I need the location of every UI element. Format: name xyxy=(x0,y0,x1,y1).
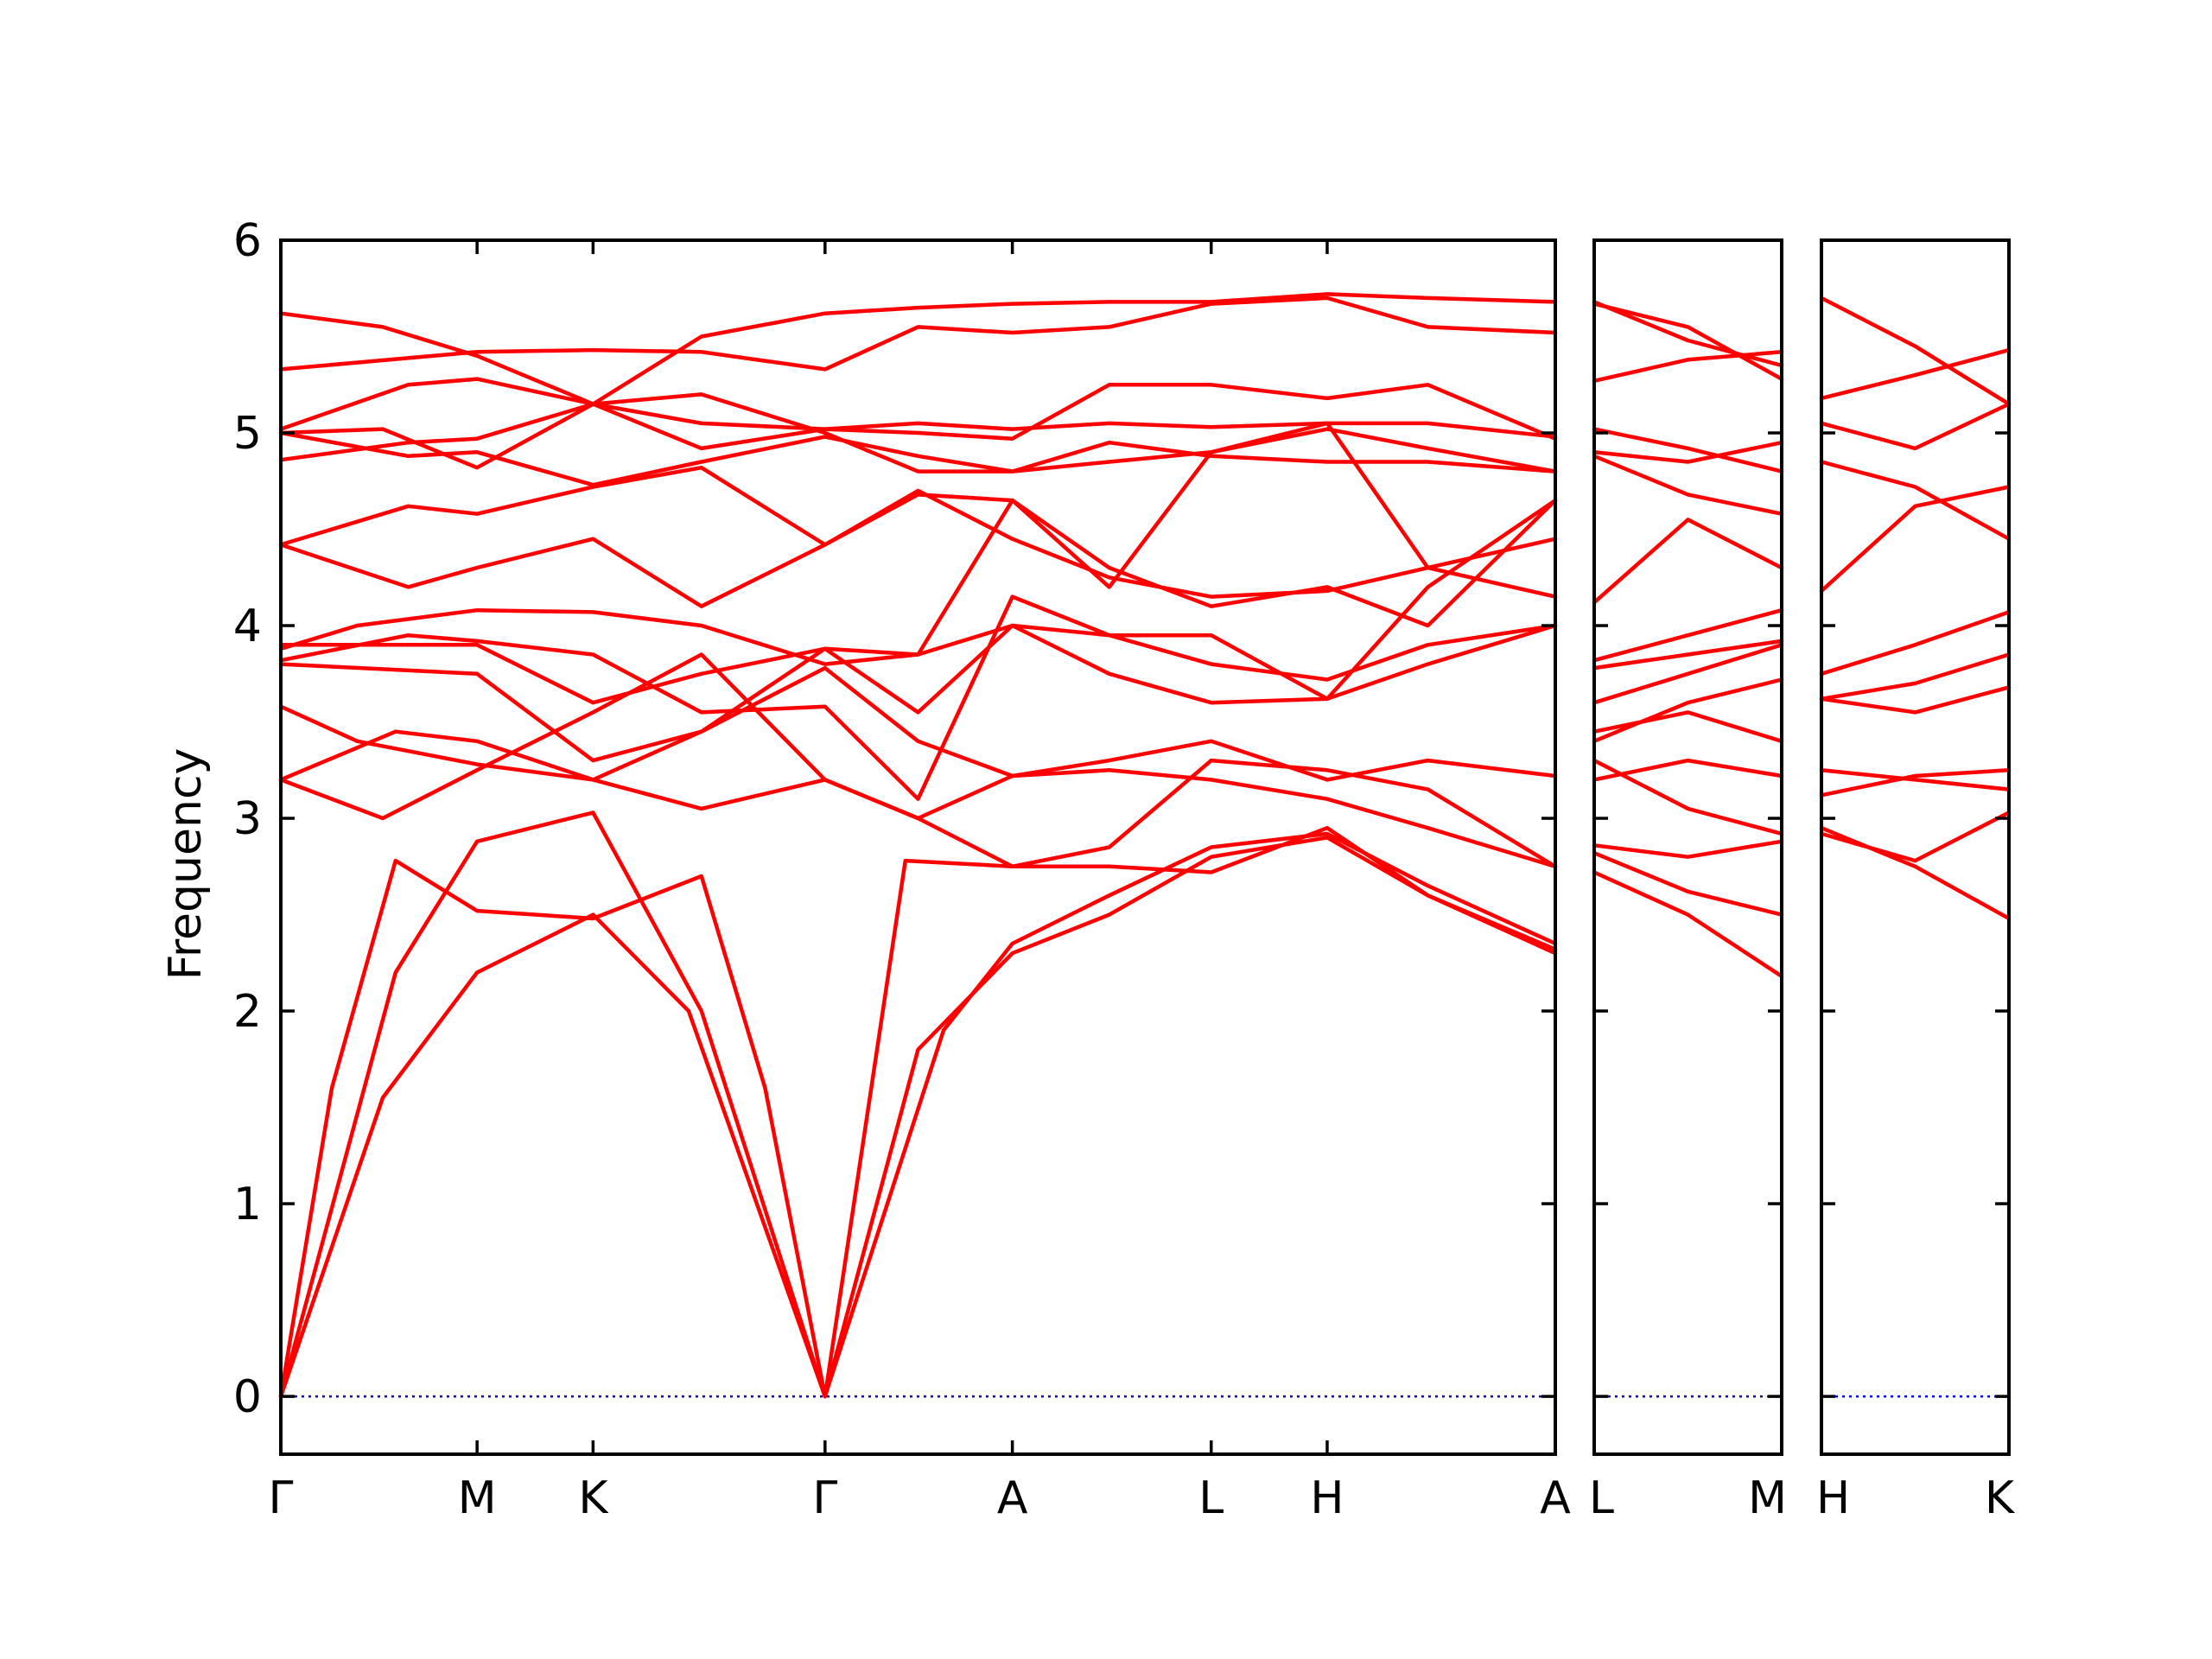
x-tick-label: Γ xyxy=(812,1472,837,1524)
band-line xyxy=(278,392,1558,474)
panel-frame xyxy=(279,238,1557,1456)
x-tick-label: H xyxy=(1816,1472,1850,1524)
y-tick-label: 1 xyxy=(233,1179,262,1230)
band-line xyxy=(278,498,1558,666)
band-line xyxy=(278,296,1558,372)
panel-frame xyxy=(1592,238,1783,1456)
band-line xyxy=(278,623,1558,763)
x-tick-label: K xyxy=(578,1472,609,1524)
band-line xyxy=(278,836,1558,1399)
band-line xyxy=(278,498,1558,801)
y-tick-label: 5 xyxy=(233,408,262,460)
x-tick-label: M xyxy=(458,1472,497,1524)
band-line xyxy=(1592,607,1784,663)
x-tick-label: L xyxy=(1198,1472,1224,1524)
band-line xyxy=(1592,440,1784,464)
x-tick-label: A xyxy=(1540,1472,1571,1524)
x-tick-label: M xyxy=(1748,1472,1787,1524)
band-line xyxy=(1819,610,2012,677)
band-line xyxy=(1592,300,1784,368)
band-line xyxy=(278,729,1558,821)
band-line xyxy=(1592,758,1784,782)
x-tick-label: L xyxy=(1589,1472,1614,1524)
band-line xyxy=(1592,758,1784,836)
band-line xyxy=(1819,485,2012,594)
band-line xyxy=(278,427,1558,487)
x-tick-label: H xyxy=(1310,1472,1344,1524)
band-line xyxy=(1592,643,1784,705)
band-line xyxy=(278,623,1558,705)
band-line xyxy=(1592,302,1784,381)
y-tick-label: 3 xyxy=(233,793,262,845)
band-line xyxy=(1819,810,2012,863)
band-line xyxy=(1592,427,1784,474)
y-tick-label: 4 xyxy=(233,601,262,652)
band-line xyxy=(1819,652,2012,702)
band-line xyxy=(1592,710,1784,744)
band-line xyxy=(1819,685,2012,715)
band-line xyxy=(1592,518,1784,605)
band-line xyxy=(1819,460,2012,541)
band-line xyxy=(1592,677,1784,744)
y-tick-label: 0 xyxy=(233,1371,262,1423)
band-line xyxy=(278,488,1558,608)
band-line xyxy=(1592,454,1784,516)
y-tick-label: 2 xyxy=(233,986,262,1038)
x-tick-label: Γ xyxy=(269,1472,294,1524)
band-line xyxy=(1592,870,1784,979)
band-line xyxy=(1592,850,1784,917)
band-line xyxy=(1819,296,2012,406)
band-line xyxy=(1592,639,1784,671)
y-tick-label: 6 xyxy=(233,215,262,267)
band-line xyxy=(278,292,1558,406)
band-line xyxy=(278,377,1558,439)
y-axis-label: Frequency xyxy=(160,748,212,981)
band-line xyxy=(1592,350,1784,384)
band-line xyxy=(278,665,1558,869)
band-line xyxy=(1819,768,2012,791)
band-line xyxy=(278,383,1558,470)
y-tick-labels: 0 1 2 3 4 5 6 xyxy=(233,215,262,1423)
band-line xyxy=(1819,768,2012,798)
band-line xyxy=(278,810,1558,1399)
band-line xyxy=(1819,347,2012,401)
band-line xyxy=(1819,402,2012,451)
panel-frame xyxy=(1820,238,2011,1456)
x-tick-label: A xyxy=(997,1472,1028,1524)
band-line xyxy=(1592,839,1784,859)
x-tick-label: K xyxy=(1985,1472,2016,1524)
